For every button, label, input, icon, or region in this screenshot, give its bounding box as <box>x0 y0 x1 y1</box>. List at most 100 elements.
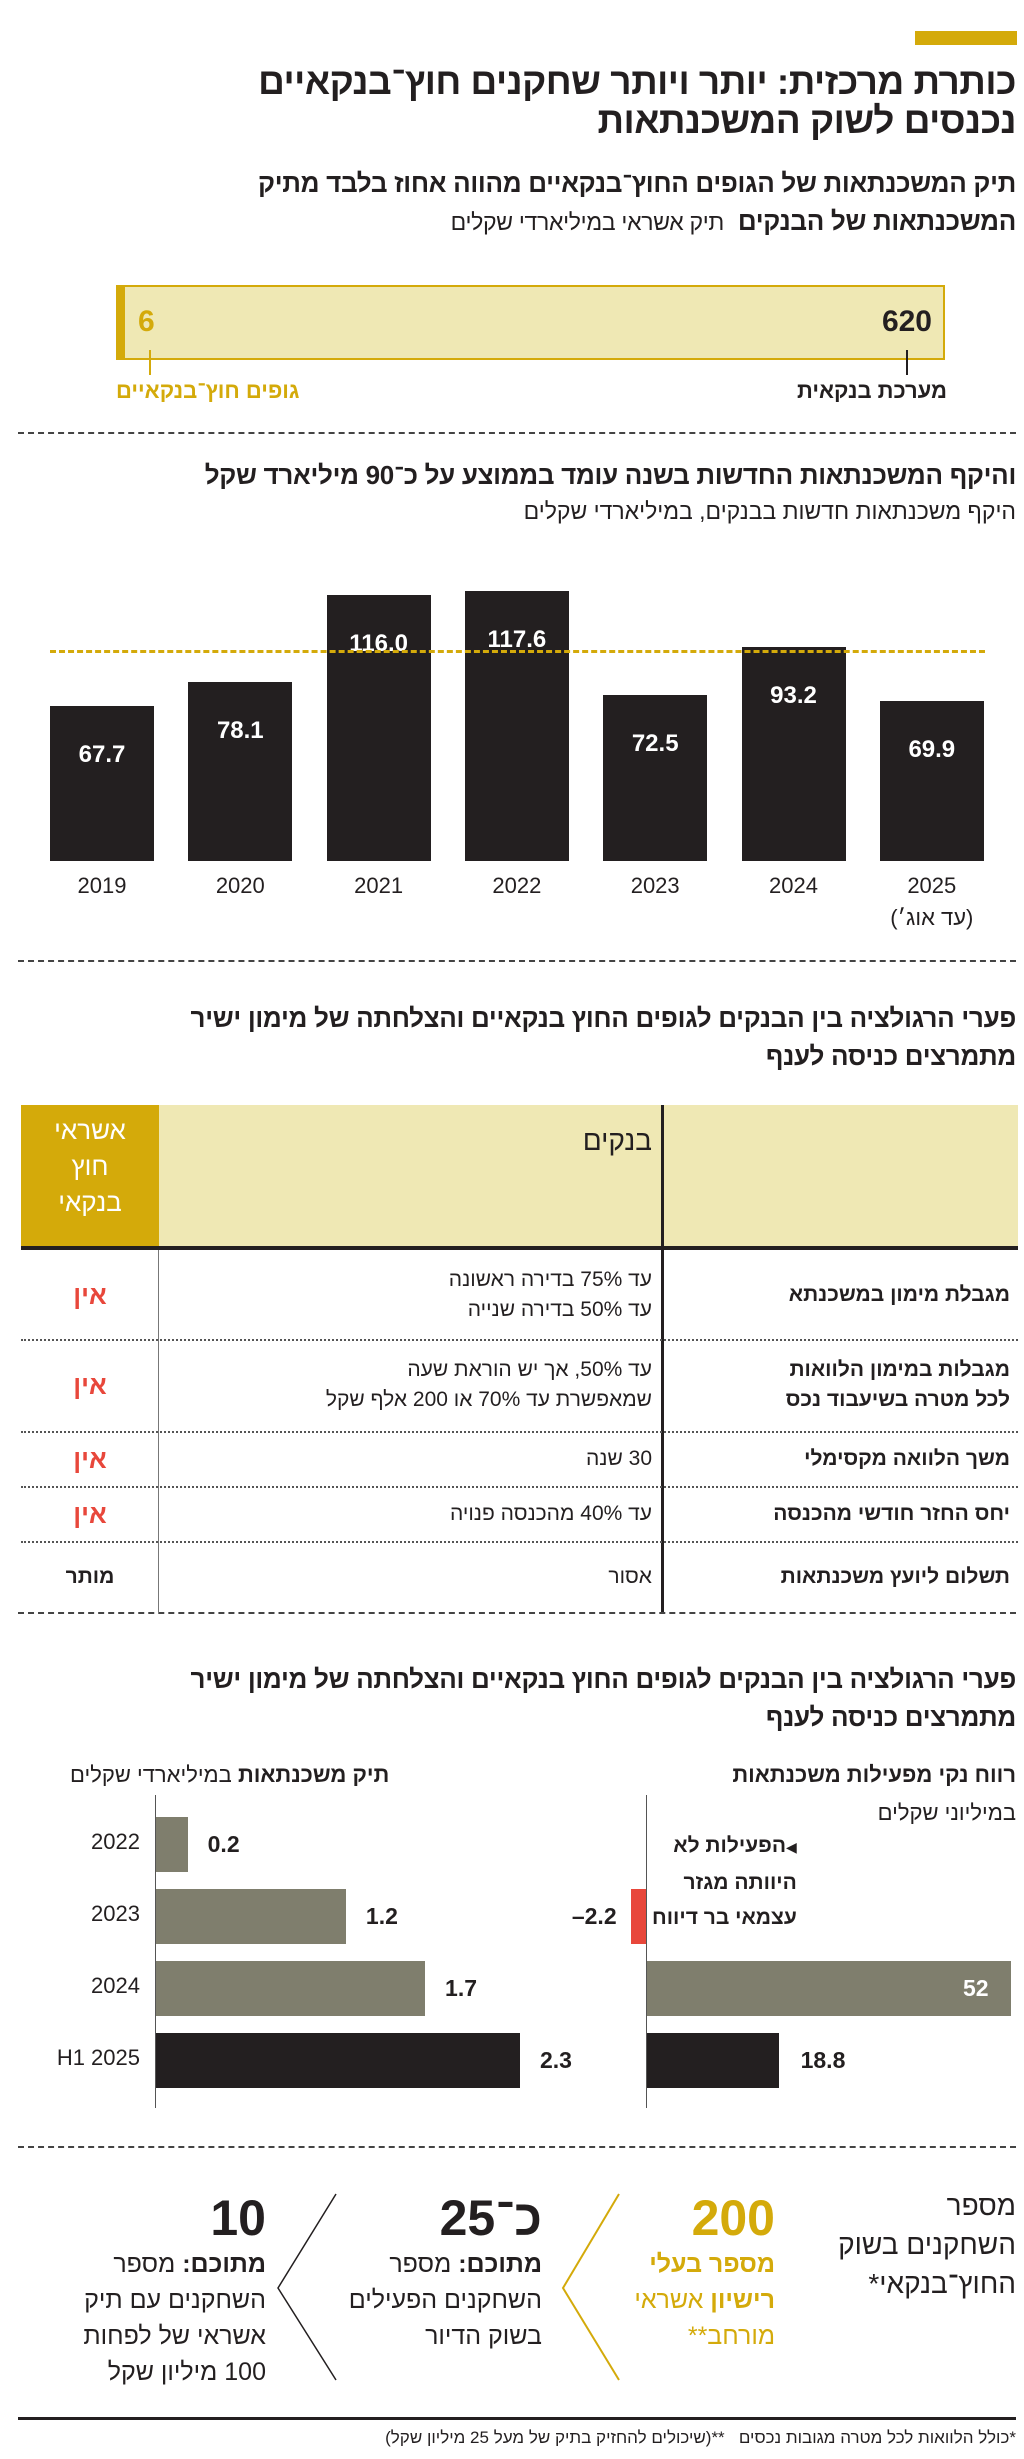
section1-title: תיק המשכנתאות של הגופים החוץ־בנקאיים מהו… <box>16 164 1016 240</box>
title-line: פערי הרגולציה בין הבנקים לגופים החוץ בנק… <box>190 1003 1017 1033</box>
nonbank-value: 6 <box>138 305 155 338</box>
annotation-line: עצמאי בר דיווח <box>652 1906 797 1929</box>
text: בשוק הדיור <box>425 2322 542 2350</box>
bar <box>879 700 984 861</box>
title-line: המשכנתאות של הבנקים <box>737 206 1016 236</box>
text: מורחב** <box>687 2322 775 2350</box>
footer-rule <box>18 2417 1016 2420</box>
bold-text: מספר בעלי <box>649 2250 775 2278</box>
bar-value-label: 1.2 <box>365 1903 398 1929</box>
text-line: שמאפשרת עד 70% או 200 אלף שקל <box>325 1388 652 1411</box>
text-line: אסור <box>608 1564 652 1588</box>
nonbank-cell: אין <box>73 1279 107 1310</box>
divider <box>18 960 1016 962</box>
bar <box>630 1889 646 1944</box>
left-axis <box>155 1795 156 2108</box>
new-mortgages-bar-chart: 67.7 2019 78.1 2020 116.0 2021 117.6 2022 72.5 20… <box>0 560 1024 960</box>
text: מספר <box>389 2250 459 2278</box>
x-tick-label: 2025 <box>907 873 957 898</box>
footnote-a: *כולל הלוואות לכל מטרה מגובות נכסים <box>738 2428 1016 2447</box>
divider <box>18 432 1016 434</box>
licensed-count: 200 <box>691 2190 775 2246</box>
title-line: נכנסים לשוק המשכנתאות <box>597 100 1016 141</box>
nonbank-cell: מותר <box>65 1564 115 1588</box>
section4-title: פערי הרגולציה בין הבנקים לגופים החוץ בנק… <box>190 1660 1017 1736</box>
bank-label: מערכת בנקאית <box>797 378 947 403</box>
bar <box>464 591 569 861</box>
licensed-lenders: 200 מספר בעלי רישיון אשראי מורחב** <box>634 2190 775 2354</box>
large-count: 10 <box>210 2190 266 2246</box>
footnote-b: **(שיכולים להחזיק בתיק של מעל 25 מיליון … <box>385 2428 725 2447</box>
header-rule <box>21 1246 1018 1250</box>
text: מספר <box>113 2250 183 2278</box>
header-line: חוץ <box>71 1151 109 1181</box>
column-divider <box>661 1105 664 1612</box>
annotation: ◀הפעילות לא היוותה מגזר עצמאי בר דיווח <box>652 1828 797 1935</box>
bar-value-label: 52 <box>963 1975 989 2001</box>
row-label: מגבלות במימון הלוואות לכל מטרה בשיעבוד נכ… <box>786 1339 1010 1431</box>
column-divider <box>158 1250 159 1612</box>
title-line: מתמרצים כניסה לענף <box>765 1702 1016 1732</box>
bar-value-label: 69.9 <box>908 735 956 763</box>
bar <box>603 694 708 861</box>
row-label: יחס החזר חודשי מהכנסה <box>773 1486 1010 1541</box>
nonbank-cell: אין <box>73 1498 107 1529</box>
row-label: תשלום ליועץ משכנתאות <box>781 1541 1010 1612</box>
title-line: פערי הרגולציה בין הבנקים לגופים החוץ בנק… <box>190 1664 1017 1694</box>
y-tick-label: H1 2025 <box>56 2045 140 2070</box>
banks-cell: עד 40% מהכנסה פנויה <box>450 1486 652 1541</box>
section2-title: והיקף המשכנתאות החדשות בשנה עומד בממוצע … <box>204 460 1017 490</box>
nonbank-header: אשראי חוץ בנקאי <box>21 1112 159 1220</box>
bar-value-label: 78.1 <box>216 716 264 744</box>
divider <box>18 2146 1016 2148</box>
x-tick-label: 2022 <box>492 873 542 898</box>
text-line: מגבלת מימון במשכנתא <box>788 1282 1010 1306</box>
text-line: 30 שנה <box>585 1446 652 1470</box>
banks-header: בנקים <box>582 1125 652 1156</box>
bar <box>188 681 293 861</box>
y-tick-label: 2022 <box>91 1829 140 1854</box>
nonbank-tick <box>149 350 151 375</box>
title-line: תיק המשכנתאות של הגופים החוץ־בנקאיים מהו… <box>258 168 1016 198</box>
bar-value-label: 2.3 <box>540 2047 572 2073</box>
bar <box>156 1817 188 1872</box>
table-header <box>21 1105 1018 1248</box>
y-tick-label: 2023 <box>91 1901 140 1926</box>
text-line: עד 75% בדירה ראשונה <box>448 1267 652 1291</box>
right-axis <box>646 1795 647 2108</box>
right-chart-unit: במיליוני שקלים <box>877 1800 1016 1825</box>
bar <box>50 705 154 861</box>
text-line: מגבלות במימון הלוואות <box>789 1358 1010 1381</box>
bar <box>156 1961 426 2016</box>
nonbank-cell: אין <box>73 1443 107 1474</box>
banks-cell: 30 שנה <box>586 1431 652 1486</box>
text: אשראי <box>634 2286 711 2314</box>
x-tick-label: 2021 <box>354 873 404 898</box>
text-line: לכל מטרה בשיעבוד נכס <box>785 1388 1010 1411</box>
bar-value-label: –2.2 <box>571 1903 617 1929</box>
left-chart-unit: במיליארדי שקלים <box>70 1762 232 1787</box>
page-title: כותרת מרכזית: יותר ויותר שחקנים חוץ־בנקא… <box>16 62 1016 140</box>
header-line: בנקאי <box>58 1187 122 1217</box>
annotation-line: היוותה מגזר <box>683 1871 797 1894</box>
bar-value-label: 1.7 <box>445 1975 478 2001</box>
row-label: משך הלוואה מקסימלי <box>804 1431 1010 1486</box>
bold-text: רישיון <box>710 2286 775 2314</box>
text: אשראי של לפחות <box>83 2322 266 2350</box>
bar <box>647 2033 779 2088</box>
bar-value-label: 67.7 <box>78 740 126 768</box>
arrow-left-icon: ◀ <box>786 1839 797 1855</box>
x-tick-label: 2024 <box>769 873 818 898</box>
annotation-line: הפעילות לא <box>673 1834 787 1857</box>
text: 100 מיליון שקל <box>107 2358 266 2386</box>
label-line: החוץ־בנקאי* <box>868 2268 1016 2299</box>
bar-value-label: 117.6 <box>487 626 547 653</box>
text-line: עד 50% בדירה שנייה <box>467 1297 652 1321</box>
banks-cell: אסור <box>608 1541 652 1612</box>
left-chart-title: תיק משכנתאות במיליארדי שקלים <box>70 1762 389 1788</box>
row-divider <box>21 1486 1018 1488</box>
bar <box>326 594 431 861</box>
bar-value-label: 93.2 <box>770 682 817 710</box>
bank-value: 620 <box>881 305 932 338</box>
x-tick-note: (עד אוג׳) <box>890 905 974 930</box>
